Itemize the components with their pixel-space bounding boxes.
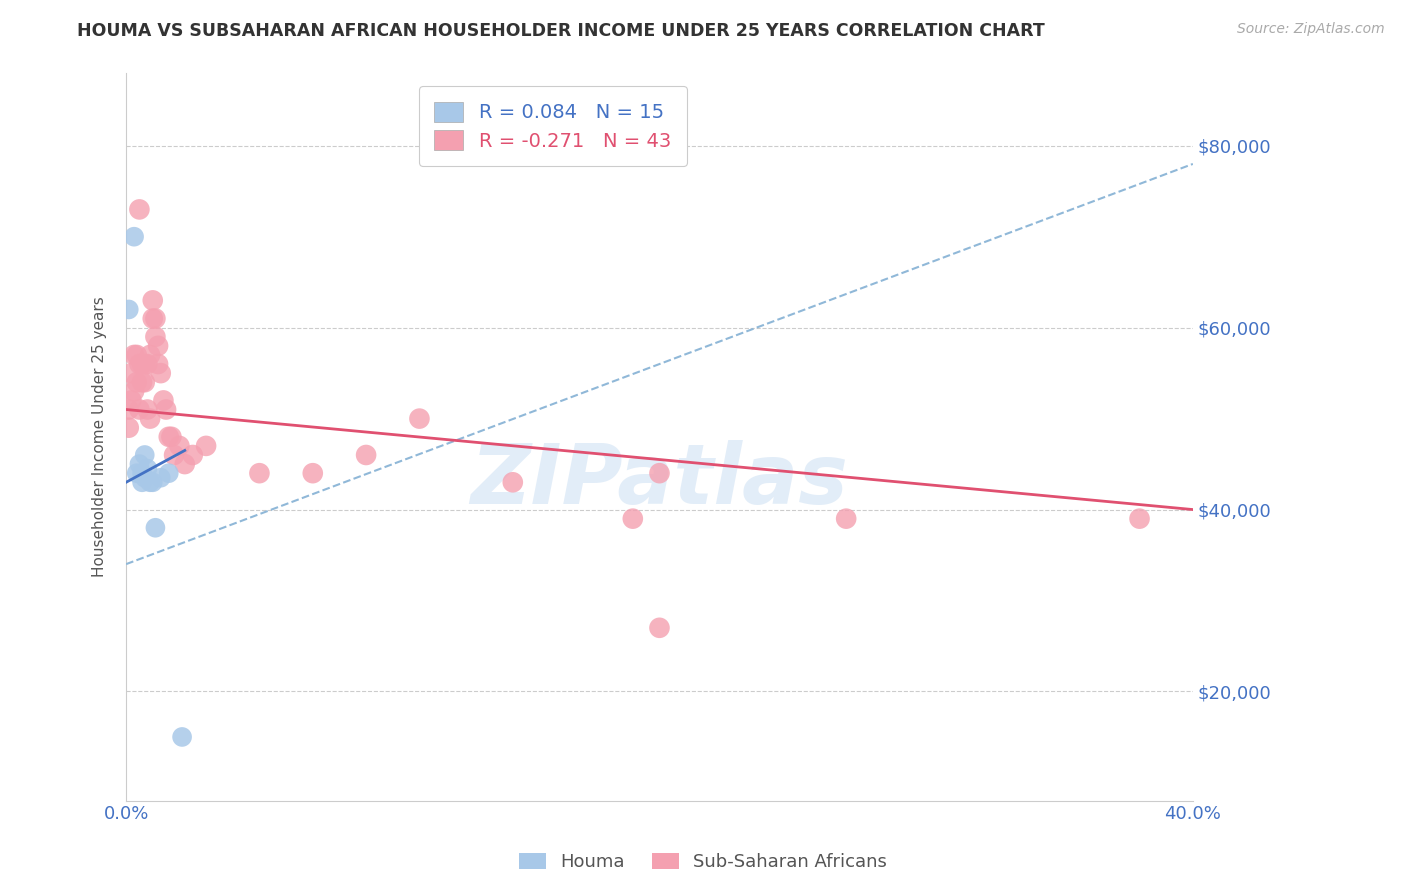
Point — [835, 511, 858, 525]
Point — [648, 466, 671, 480]
Point — [145, 330, 167, 344]
Point — [169, 439, 191, 453]
Point — [157, 466, 180, 480]
Point — [157, 430, 180, 444]
Point — [181, 448, 204, 462]
Point — [301, 466, 323, 480]
Point — [125, 466, 148, 480]
Point — [120, 393, 142, 408]
Point — [128, 457, 150, 471]
Point — [131, 376, 153, 390]
Point — [134, 448, 156, 462]
Point — [118, 302, 141, 317]
Point — [163, 448, 186, 462]
Point — [134, 471, 156, 485]
Text: ZIPatlas: ZIPatlas — [471, 440, 848, 521]
Point — [149, 366, 172, 380]
Point — [146, 339, 169, 353]
Point — [621, 511, 644, 525]
Point — [249, 466, 271, 480]
Point — [125, 376, 148, 390]
Point — [173, 457, 195, 471]
Point — [1128, 511, 1150, 525]
Point — [146, 357, 169, 371]
Point — [145, 311, 167, 326]
Point — [125, 348, 148, 362]
Point — [122, 384, 145, 399]
Point — [139, 475, 162, 490]
Point — [502, 475, 524, 490]
Point — [122, 348, 145, 362]
Point — [172, 730, 194, 744]
Point — [118, 402, 141, 417]
Text: Source: ZipAtlas.com: Source: ZipAtlas.com — [1237, 22, 1385, 37]
Point — [136, 402, 159, 417]
Point — [122, 229, 145, 244]
Y-axis label: Householder Income Under 25 years: Householder Income Under 25 years — [93, 296, 107, 577]
Point — [131, 475, 153, 490]
Legend: Houma, Sub-Saharan Africans: Houma, Sub-Saharan Africans — [512, 846, 894, 879]
Point — [648, 621, 671, 635]
Point — [136, 357, 159, 371]
Point — [149, 471, 172, 485]
Point — [139, 411, 162, 425]
Point — [142, 293, 165, 308]
Point — [152, 393, 174, 408]
Point — [120, 366, 142, 380]
Point — [408, 411, 430, 425]
Point — [131, 466, 153, 480]
Point — [142, 311, 165, 326]
Point — [155, 402, 177, 417]
Point — [142, 475, 165, 490]
Point — [145, 521, 167, 535]
Point — [195, 439, 218, 453]
Point — [139, 348, 162, 362]
Point — [354, 448, 377, 462]
Point — [134, 376, 156, 390]
Point — [160, 430, 183, 444]
Point — [128, 357, 150, 371]
Point — [134, 357, 156, 371]
Point — [128, 402, 150, 417]
Text: HOUMA VS SUBSAHARAN AFRICAN HOUSEHOLDER INCOME UNDER 25 YEARS CORRELATION CHART: HOUMA VS SUBSAHARAN AFRICAN HOUSEHOLDER … — [77, 22, 1045, 40]
Point — [128, 202, 150, 217]
Point — [136, 461, 159, 475]
Legend: R = 0.084   N = 15, R = -0.271   N = 43: R = 0.084 N = 15, R = -0.271 N = 43 — [419, 87, 688, 166]
Point — [131, 357, 153, 371]
Point — [118, 420, 141, 434]
